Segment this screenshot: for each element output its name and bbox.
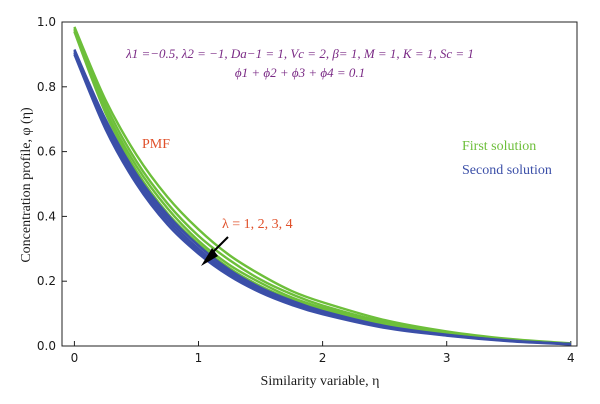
lambda-arrow-head: [201, 248, 218, 266]
y-axis-label: Concentration profile, φ (η): [19, 107, 34, 263]
x-tick-label: 1: [195, 351, 203, 365]
y-tick-label: 0.0: [37, 339, 56, 353]
lambda-label: λ = 1, 2, 3, 4: [222, 217, 293, 232]
lambda-arrow: [211, 236, 229, 254]
second-solution-line-lambda-3: [73, 52, 571, 346]
plot-frame: [61, 21, 578, 347]
y-tick-label: 0.6: [37, 145, 56, 159]
y-tick-label: 0.4: [37, 209, 56, 223]
x-tick-label: 4: [567, 351, 575, 365]
pmf-label: PMF: [142, 137, 170, 152]
y-tick-label: 0.2: [37, 274, 56, 288]
axis-ticks: 0 1 2 3 4 0.0 0.2 0.4 0.6 0.8 1.0: [37, 15, 575, 365]
x-tick-label: 0: [71, 351, 79, 365]
y-tick-label: 0.8: [37, 80, 56, 94]
x-tick-label: 3: [443, 351, 451, 365]
x-axis-label: Similarity variable, η: [261, 374, 380, 389]
legend-second-solution: Second solution: [462, 163, 552, 178]
y-tick-label: 1.0: [37, 15, 56, 29]
parameters-line-2: ϕ1 + ϕ2 + ϕ3 + ϕ4 = 0.1: [235, 65, 365, 80]
legend-first-solution: First solution: [462, 139, 536, 154]
second-solution-line-lambda-4: [73, 53, 571, 346]
parameters-line-1: λ1 =−0.5, λ2 = −1, Da−1 = 1, Vc = 2, β= …: [125, 46, 474, 61]
x-tick-label: 2: [319, 351, 327, 365]
series-lines: [73, 26, 571, 346]
